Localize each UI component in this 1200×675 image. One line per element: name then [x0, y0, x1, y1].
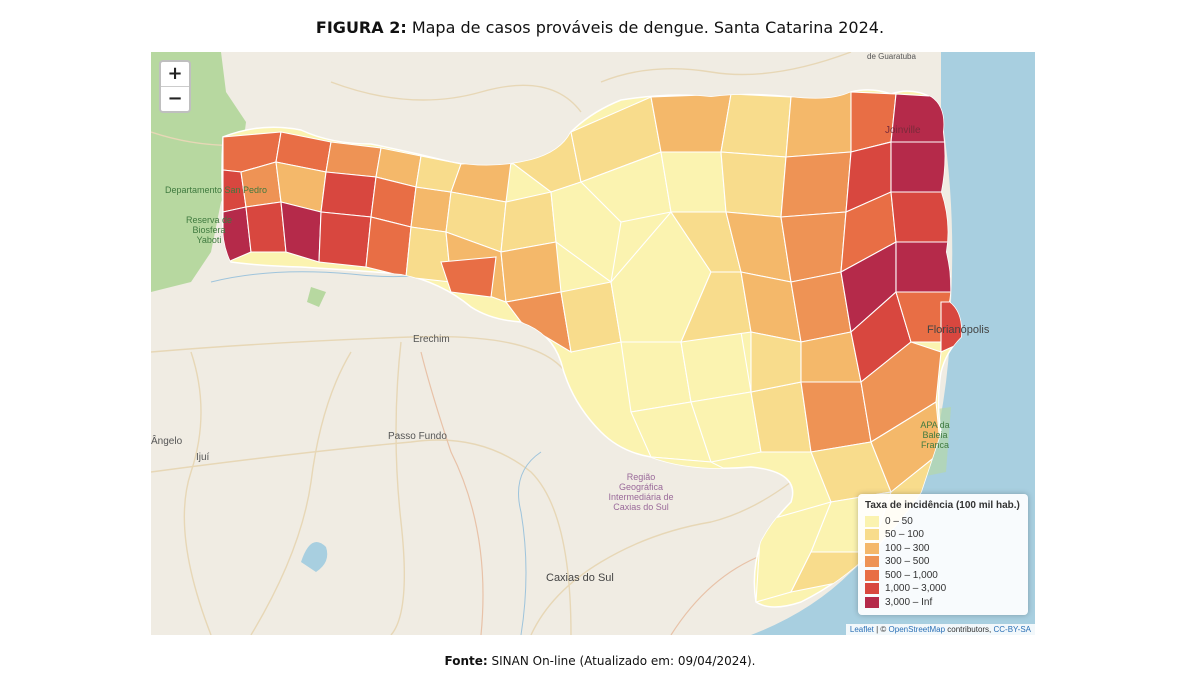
- leaflet-link[interactable]: Leaflet: [849, 625, 874, 634]
- municipality-patch[interactable]: [405, 226, 452, 283]
- place-label-iju: Ijuí: [196, 452, 210, 463]
- municipality-patch[interactable]: [500, 241, 562, 303]
- place-label-san-pedro: Departamento San Pedro: [165, 185, 268, 195]
- ocean: [751, 52, 1035, 635]
- legend-label: 300 – 500: [885, 556, 930, 568]
- figure-source: Fonte: SINAN On-line (Atualizado em: 09/…: [0, 654, 1200, 668]
- place-label-erechim: Erechim: [413, 334, 450, 345]
- municipality-patch[interactable]: [780, 211, 847, 283]
- osm-link[interactable]: OpenStreetMap: [888, 625, 946, 634]
- legend-item: 100 – 300: [865, 542, 1021, 556]
- municipalities[interactable]: [222, 91, 966, 603]
- municipality-patch[interactable]: [860, 341, 942, 443]
- place-label-regiao: Região Geográfica Intermediária de Caxia…: [608, 472, 674, 512]
- attribution-separator: | ©: [873, 625, 889, 634]
- legend-item: 500 – 1,000: [865, 569, 1021, 583]
- place-label-reserva: Reserva de Biosfera Yaboti: [185, 215, 233, 245]
- municipality-patch[interactable]: [750, 331, 802, 393]
- municipality-patch[interactable]: [245, 201, 287, 253]
- municipality-patch[interactable]: [800, 381, 872, 453]
- legend-title: Taxa de incidência (100 mil hab.): [865, 499, 1020, 511]
- place-label-angelo: Ângelo: [151, 436, 183, 447]
- forest-area-small: [307, 287, 326, 307]
- legend-item: 50 – 100: [865, 528, 1021, 542]
- legend-swatch: [865, 529, 879, 541]
- figure-caption: Mapa de casos prováveis de dengue. Santa…: [406, 18, 885, 37]
- zoom-in-button[interactable]: +: [167, 63, 183, 84]
- municipality-patch[interactable]: [365, 216, 412, 278]
- legend-swatch: [865, 569, 879, 581]
- municipality-patch[interactable]: [720, 151, 787, 218]
- municipality-patch[interactable]: [318, 211, 372, 268]
- place-label-passo-fundo: Passo Fundo: [388, 431, 447, 442]
- place-label-joinville: Joinville: [885, 125, 921, 136]
- legend-label: 0 – 50: [885, 515, 913, 527]
- license-link[interactable]: CC-BY-SA: [993, 625, 1032, 634]
- municipality-patch[interactable]: [320, 171, 377, 218]
- roads: [151, 52, 852, 635]
- municipality-patch[interactable]: [650, 93, 732, 153]
- municipality-patch[interactable]: [785, 91, 852, 158]
- source-text: SINAN On-line (Atualizado em: 09/04/2024…: [487, 654, 756, 668]
- municipality-patch[interactable]: [895, 241, 952, 293]
- municipality-patch[interactable]: [560, 281, 622, 353]
- legend-label: 1,000 – 3,000: [885, 583, 947, 595]
- figure-title: FIGURA 2: Mapa de casos prováveis de den…: [0, 18, 1200, 37]
- municipality-patch[interactable]: [780, 151, 852, 218]
- legend-label: 500 – 1,000: [885, 569, 938, 581]
- place-label-guaratuba: de Guaratuba: [867, 52, 916, 61]
- municipality-patch[interactable]: [890, 191, 950, 243]
- map-legend: Taxa de incidência (100 mil hab.) 0 – 50…: [858, 493, 1028, 615]
- choropleth-map[interactable]: + − Departamento San Pedro Reserva de Bi…: [151, 52, 1035, 635]
- municipality-patch[interactable]: [620, 341, 692, 413]
- legend-swatch: [865, 515, 879, 527]
- municipality-patch[interactable]: [720, 93, 792, 158]
- legend-swatch: [865, 542, 879, 554]
- place-label-caxias: Caxias do Sul: [546, 572, 614, 584]
- map-canvas[interactable]: [151, 52, 1035, 635]
- place-label-florianopolis: Florianópolis: [927, 324, 990, 336]
- municipality-patch[interactable]: [790, 271, 852, 343]
- municipality-patch[interactable]: [680, 331, 752, 403]
- municipality-patch[interactable]: [325, 141, 382, 178]
- zoom-control[interactable]: + −: [159, 60, 191, 113]
- legend-label: 100 – 300: [885, 542, 930, 554]
- legend-item: 1,000 – 3,000: [865, 582, 1021, 596]
- legend-item: 0 – 50: [865, 515, 1021, 529]
- legend-swatch: [865, 556, 879, 568]
- municipality-patch[interactable]: [890, 141, 947, 193]
- zoom-out-button[interactable]: −: [161, 86, 189, 111]
- source-label: Fonte:: [444, 654, 488, 668]
- figure-label: FIGURA 2:: [315, 18, 407, 37]
- legend-swatch: [865, 596, 879, 608]
- legend-item: 300 – 500: [865, 555, 1021, 569]
- municipality-patch[interactable]: [440, 256, 497, 298]
- place-label-baleia-franca: APA da Baleia Franca: [920, 420, 950, 450]
- lake: [301, 542, 328, 572]
- legend-item: 3,000 – Inf: [865, 596, 1021, 610]
- legend-swatch: [865, 583, 879, 595]
- attribution-contributors: contributors,: [945, 625, 994, 634]
- map-attribution: Leaflet | © OpenStreetMap contributors, …: [845, 624, 1035, 635]
- municipality-patch[interactable]: [410, 186, 452, 233]
- legend-label: 50 – 100: [885, 529, 924, 541]
- municipality-patch[interactable]: [660, 151, 727, 213]
- legend-label: 3,000 – Inf: [885, 596, 933, 608]
- municipality-patch[interactable]: [550, 181, 622, 283]
